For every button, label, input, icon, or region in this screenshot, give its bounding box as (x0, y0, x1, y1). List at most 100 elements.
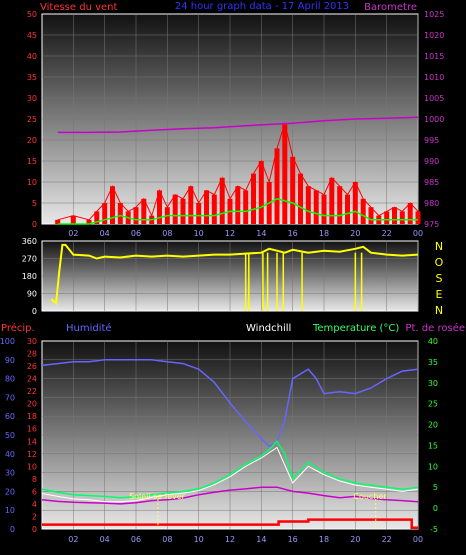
x-tick-16: 16 (288, 229, 298, 238)
temp-tick-25: 25 (428, 400, 438, 409)
x-tick-06: 06 (131, 535, 141, 544)
precip-tick-16: 16 (27, 425, 37, 434)
direction-tick-0: 0 (32, 307, 37, 316)
wind-tick-25: 25 (27, 115, 37, 124)
wind-baro-marks (55, 116, 421, 225)
temp-tick-0: 0 (433, 504, 438, 513)
windchill-line (41, 446, 419, 503)
wind-bar-17 (204, 190, 209, 224)
temperature-line (41, 440, 419, 499)
precip-tick-0: 0 (32, 525, 37, 534)
humidity-line (41, 359, 419, 448)
humidity-tick-60: 60 (5, 412, 15, 421)
wind-bar-16 (196, 203, 202, 224)
wind-tick-40: 40 (27, 52, 37, 61)
wind-tick-5: 5 (32, 199, 37, 208)
baro-tick-1010: 1010 (424, 73, 444, 82)
direction-marks (50, 243, 419, 311)
baro-tick-1020: 1020 (424, 31, 444, 40)
temp-tick-35: 35 (428, 358, 438, 367)
temp-tick-30: 30 (428, 379, 438, 388)
precip-line (42, 518, 418, 529)
wind-bar-29 (298, 173, 303, 224)
baro-tick-1015: 1015 (424, 52, 444, 61)
wind-bar-9 (141, 198, 147, 224)
precip-tick-24: 24 (27, 375, 37, 384)
temp-tick-5: 5 (433, 483, 438, 492)
compass-letter-0: N (435, 240, 443, 253)
x-tick-12: 12 (225, 229, 235, 238)
sunrise-label: Soleil se lever (129, 492, 186, 501)
wind-bar-5 (110, 186, 115, 224)
wind-tick-35: 35 (27, 73, 37, 82)
x-tick-04: 04 (100, 535, 110, 544)
wind-bar-14 (180, 198, 186, 224)
wind-bar-13 (172, 194, 178, 224)
baro-tick-1000: 1000 (424, 115, 444, 124)
temp-y-axis: -5 0 5 10 15 20 25 30 35 40 (428, 337, 438, 534)
wind-bar-11 (157, 190, 162, 224)
wind-bar-33 (329, 177, 335, 224)
direction-tick-360: 360 (22, 237, 37, 246)
wind-bar-38 (368, 207, 374, 224)
humidity-tick-100: 100 (0, 337, 15, 346)
baro-tick-995: 995 (424, 136, 439, 145)
wind-bar-36 (352, 182, 358, 224)
precip-tick-30: 30 (27, 337, 37, 346)
temperature-label: Temperature (°C) (312, 323, 399, 334)
precip-tick-22: 22 (27, 387, 37, 396)
direction-tick-270: 270 (22, 255, 37, 264)
x-tick-08: 08 (162, 229, 172, 238)
precip-tick-26: 26 (27, 362, 37, 371)
compass-letter-3: E (436, 288, 443, 301)
temp-tick-15: 15 (428, 441, 438, 450)
wind-bar-19 (219, 177, 225, 224)
temp-tick--5: -5 (430, 525, 438, 534)
wind-bar-22 (243, 190, 249, 224)
humidity-tick-30: 30 (5, 469, 15, 478)
barometer-line (57, 116, 419, 134)
x-tick-00: 00 (413, 229, 423, 238)
wind-bar-44 (415, 211, 421, 224)
humidity-y-axis: 0 10 20 30 40 50 60 70 80 90 100 (0, 337, 15, 534)
wind-axis-label: Vitesse du vent (40, 2, 117, 13)
temp-tick-40: 40 (428, 337, 438, 346)
x-tick-20: 20 (350, 229, 360, 238)
wind-y-axis: 0 5 10 15 20 25 30 35 40 45 50 (27, 10, 37, 229)
humidity-tick-50: 50 (5, 431, 15, 440)
precip-tick-8: 8 (32, 475, 37, 484)
chart-title: 24 hour graph data - 17 April 2013 (175, 1, 349, 12)
x-tick-20: 20 (350, 535, 360, 544)
temp-x-axis: 02 04 06 08 10 12 14 16 18 20 22 00 (68, 535, 423, 544)
baro-tick-975: 975 (424, 220, 439, 229)
x-tick-00: 00 (413, 535, 423, 544)
humidity-tick-80: 80 (5, 375, 15, 384)
wind-bar-30 (305, 186, 311, 224)
temp-tick-20: 20 (428, 421, 438, 430)
x-tick-14: 14 (256, 535, 266, 544)
compass-letter-4: N (435, 304, 443, 317)
wind-bar-35 (345, 194, 350, 224)
humidity-tick-70: 70 (5, 393, 15, 402)
precip-tick-4: 4 (32, 500, 37, 509)
baro-tick-1025: 1025 (424, 10, 444, 19)
wind-bar-37 (360, 198, 366, 224)
wind-bar-28 (290, 156, 296, 224)
wind-tick-0: 0 (32, 220, 37, 229)
wind-bar-42 (399, 211, 405, 224)
humidity-label: Humidité (66, 322, 112, 334)
baro-tick-1005: 1005 (424, 94, 444, 103)
precip-tick-10: 10 (27, 462, 37, 471)
wind-bar-1 (70, 215, 76, 224)
precip-tick-2: 2 (32, 512, 37, 521)
wind-baro-x-axis: 02 04 06 08 10 12 14 16 18 20 22 00 (68, 229, 423, 238)
humidity-tick-90: 90 (5, 356, 15, 365)
x-tick-22: 22 (382, 229, 392, 238)
wind-bar-32 (321, 194, 327, 224)
direction-line (50, 243, 419, 306)
